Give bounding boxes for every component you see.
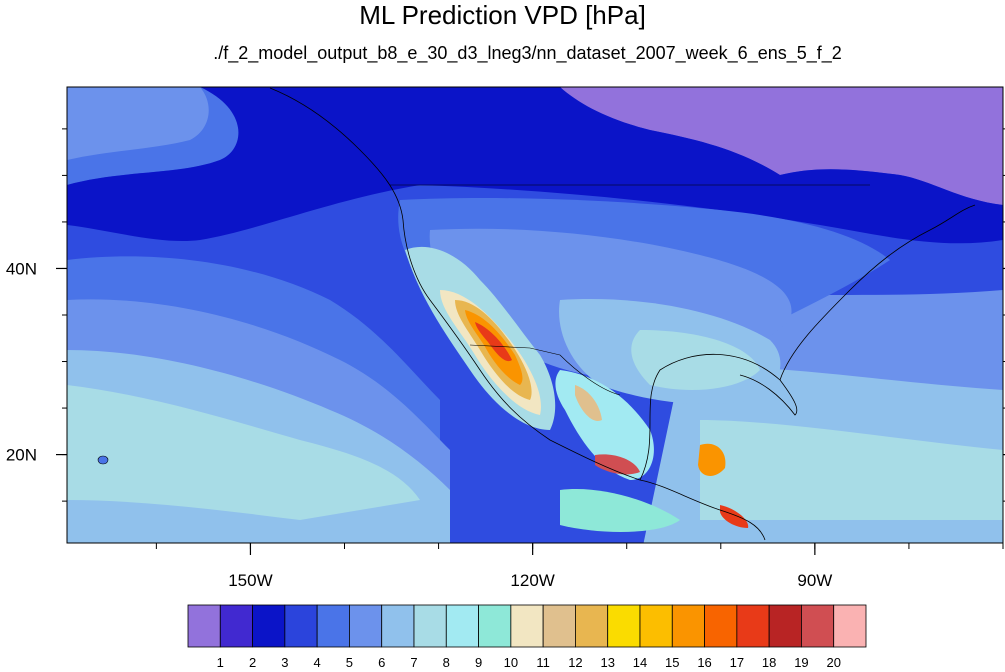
plot-subtitle: ./f_2_model_output_b8_e_30_d3_lneg3/nn_d… <box>213 43 842 63</box>
map-axes: 150W 120W 90W 40N 20N <box>6 128 1005 590</box>
colorbar-swatch <box>671 604 705 648</box>
colorbar-swatch <box>219 604 253 648</box>
colorbar-label: 18 <box>762 655 776 670</box>
colorbar-label: 15 <box>665 655 679 670</box>
contour-band <box>698 443 726 476</box>
coastline <box>639 353 798 481</box>
colorbar-label: 20 <box>826 655 840 670</box>
lon-tick-label: 120W <box>510 571 554 590</box>
contour-band <box>575 385 602 421</box>
lon-tick-label: 90W <box>797 571 832 590</box>
colorbar-label: 1 <box>217 655 224 670</box>
coastline <box>779 204 976 381</box>
colorbar-swatch <box>349 604 383 648</box>
colorbar-label: 11 <box>536 655 550 670</box>
colorbar-swatch <box>187 604 221 648</box>
colorbar-label: 19 <box>794 655 808 670</box>
colorbar-label: 6 <box>378 655 385 670</box>
colorbar-label: 10 <box>504 655 518 670</box>
contour-band <box>475 322 512 362</box>
lat-tick-label: 20N <box>6 446 37 465</box>
contour-band <box>631 330 760 390</box>
colorbar-swatch <box>575 604 609 648</box>
colorbar: 1 2 3 4 5 6 7 8 9 10 11 12 13 14 15 16 17 18 19 20 <box>187 604 867 670</box>
colorbar-label: 17 <box>730 655 744 670</box>
contour-band <box>67 87 209 160</box>
contour-band <box>67 385 420 520</box>
colorbar-swatch <box>510 604 544 648</box>
colorbar-swatch <box>478 604 512 648</box>
contour-band <box>560 87 1003 205</box>
colorbar-swatch <box>413 604 447 648</box>
colorbar-swatch <box>542 604 576 648</box>
coastline <box>269 87 766 541</box>
colorbar-label: 8 <box>443 655 450 670</box>
colorbar-swatch <box>316 604 350 648</box>
colorbar-label: 13 <box>600 655 614 670</box>
colorbar-swatch <box>704 604 738 648</box>
lat-tick-label: 40N <box>6 259 37 278</box>
colorbar-swatch <box>284 604 318 648</box>
contour-band <box>720 505 749 528</box>
contour-band <box>700 420 1003 520</box>
colorbar-swatch <box>801 604 835 648</box>
colorbar-swatch <box>768 604 802 648</box>
contour-band <box>595 454 640 475</box>
colorbar-swatch <box>445 604 479 648</box>
vpd-field <box>67 87 1003 543</box>
colorbar-label: 16 <box>697 655 711 670</box>
colorbar-label: 14 <box>633 655 647 670</box>
colorbar-swatch <box>252 604 286 648</box>
colorbar-label: 2 <box>249 655 256 670</box>
colorbar-swatch <box>381 604 415 648</box>
colorbar-label: 7 <box>410 655 417 670</box>
colorbar-swatch <box>639 604 673 648</box>
colorbar-swatch <box>833 604 867 648</box>
colorbar-label: 4 <box>314 655 321 670</box>
colorbar-label: 9 <box>475 655 482 670</box>
lon-tick-label: 150W <box>228 571 272 590</box>
contour-band <box>560 489 680 532</box>
colorbar-swatch <box>736 604 770 648</box>
colorbar-label: 5 <box>346 655 353 670</box>
plot-title: ML Prediction VPD [hPa] <box>359 0 646 30</box>
hawaii-island <box>97 455 109 465</box>
colorbar-swatch <box>607 604 641 648</box>
contour-band <box>67 87 1003 244</box>
colorbar-label: 3 <box>281 655 288 670</box>
us-mexico-border <box>469 344 621 396</box>
colorbar-label: 12 <box>568 655 582 670</box>
